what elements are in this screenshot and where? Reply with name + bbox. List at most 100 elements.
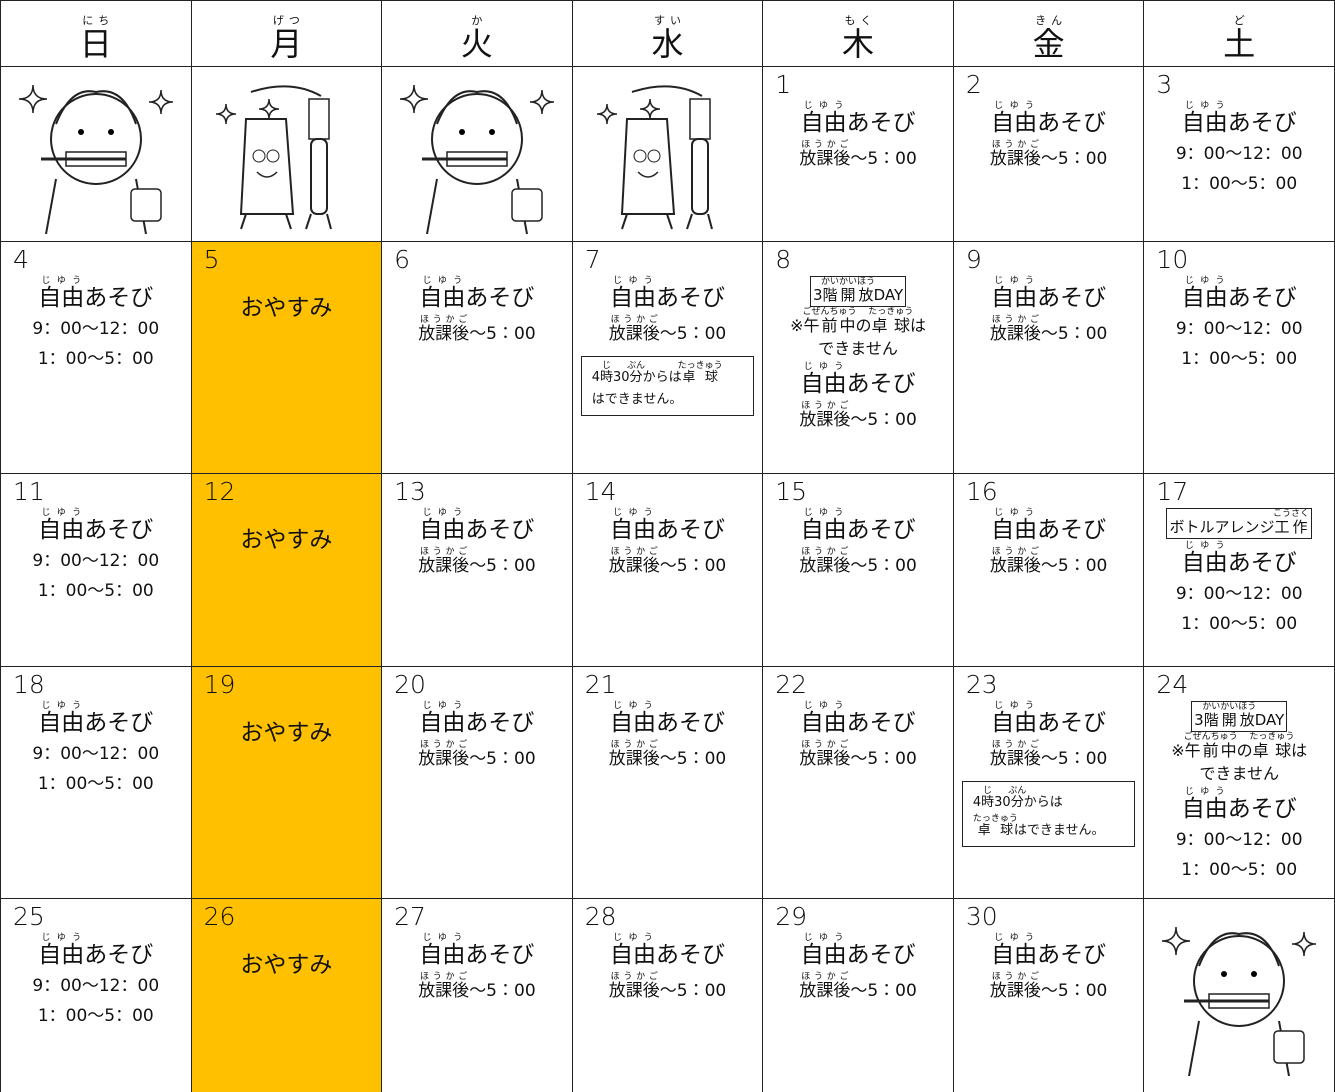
- ruby-base: 放課後: [608, 749, 660, 769]
- text: 30: [613, 369, 630, 385]
- hours-line: 9：00〜12：00: [1, 740, 191, 770]
- day-cell: 6 自由じゆうあそび 放課後ほうかご〜5：00: [382, 242, 573, 474]
- furigana: じゆう: [38, 932, 85, 943]
- text: 〜5：00: [1040, 324, 1108, 344]
- note-line: はできません。: [592, 389, 744, 411]
- activity: 自由じゆうあそび: [763, 101, 953, 141]
- text: 〜5：00: [850, 556, 917, 576]
- day-number: 14: [584, 477, 617, 506]
- text: あそび: [1227, 109, 1297, 136]
- furigana: じゆう: [1181, 540, 1228, 551]
- ruby-word: 自由じゆう: [1182, 101, 1228, 136]
- day-cell: 21 自由じゆうあそび 放課後ほうかご〜5：00: [572, 667, 764, 899]
- event-tag: 3階開放かいかいほうDAY: [1191, 700, 1288, 732]
- tag-wrap: ボトルアレンジ工作こうさく: [1144, 506, 1334, 539]
- day-cell: 12 おやすみ: [191, 474, 383, 667]
- note-line: 卓球たっきゅうはできません。: [973, 814, 1125, 842]
- hours-line: 放課後ほうかご〜5：00: [382, 972, 572, 1007]
- ruby-word: 自由じゆう: [991, 508, 1038, 543]
- text: 9：00〜12：00: [1175, 584, 1303, 604]
- ruby-word: 自由じゆう: [991, 933, 1037, 968]
- ruby-word: 自由じゆう: [610, 276, 656, 311]
- day-cell: 10 自由じゆうあそび 9：00〜12：00 1：00〜5：00: [1144, 242, 1335, 474]
- hours-line: 放課後ほうかご〜5：00: [382, 740, 572, 775]
- furigana: ほうかご: [989, 140, 1041, 150]
- activity: 自由じゆうあそび: [1, 508, 191, 548]
- furigana: ほうかご: [418, 315, 470, 325]
- ruby-base: 工作: [1272, 517, 1309, 536]
- day-number: 17: [1156, 477, 1189, 506]
- text: 1：00〜5：00: [1181, 348, 1298, 369]
- ruby-base: 自由: [991, 516, 1038, 543]
- activity: 自由じゆうあそび: [763, 701, 953, 741]
- ruby-base: 放課後: [418, 981, 470, 1001]
- ruby-base: 放課後: [989, 749, 1041, 769]
- text: あそび: [1037, 284, 1107, 311]
- text: あそび: [846, 370, 916, 397]
- text: あそび: [465, 941, 535, 968]
- text: からは: [642, 369, 682, 385]
- activity: 自由じゆうあそび: [1144, 101, 1334, 141]
- furigana: ほうかご: [989, 972, 1041, 982]
- illustration: [573, 67, 763, 241]
- ruby-word: 自由じゆう: [1182, 787, 1228, 822]
- activity: 自由じゆうあそび: [763, 362, 953, 402]
- text: あそび: [84, 284, 154, 311]
- furigana: じゆう: [800, 700, 847, 711]
- furigana: じゆう: [800, 361, 847, 372]
- ruby-base: 放課後: [989, 324, 1041, 344]
- day-number: 1: [775, 70, 792, 99]
- furigana: ほうかご: [989, 740, 1041, 750]
- activity: 自由じゆうあそび: [382, 508, 572, 548]
- activity: 自由じゆうあそび: [954, 101, 1144, 141]
- furigana: ぷん: [1008, 785, 1027, 796]
- hours-line: 放課後ほうかご〜5：00: [763, 547, 953, 582]
- furigana: ほうかご: [608, 547, 660, 557]
- ruby-word: 階開放かいかいほう: [821, 277, 875, 304]
- note-box: 4時じ30分ぷんからは卓球たっきゅうはできません。: [961, 780, 1136, 847]
- weekday: 水すい: [651, 14, 683, 60]
- text: あそび: [1037, 109, 1107, 136]
- furigana: じゆう: [1181, 100, 1228, 111]
- furigana: ごぜんちゅう: [802, 306, 857, 317]
- weekday: 金きん: [1033, 14, 1065, 60]
- furigana: じゆう: [1181, 786, 1228, 797]
- closed-label: おやすみ: [240, 294, 333, 321]
- furigana: じゆう: [800, 100, 847, 111]
- text: 1：00〜5：00: [37, 1005, 154, 1026]
- hours-line: 9：00〜12：00: [1144, 315, 1334, 345]
- text: あそび: [465, 284, 535, 311]
- furigana: ほうかご: [989, 315, 1041, 325]
- day-cell: 11 自由じゆうあそび 9：00〜12：00 1：00〜5：00: [1, 474, 192, 667]
- text: 〜5：00: [659, 749, 727, 769]
- day-cell: 1 自由じゆうあそび 放課後ほうかご〜5：00: [763, 67, 954, 242]
- text: ボトルアレンジ: [1169, 517, 1275, 536]
- text: の: [1236, 740, 1253, 760]
- activity: 自由じゆうあそび: [954, 508, 1144, 548]
- furigana: たっきゅう: [677, 360, 723, 371]
- tag-wrap: 3階開放かいかいほうDAY: [763, 274, 953, 307]
- day-cell: 25 自由じゆうあそび 9：00〜12：00 1：00〜5：00: [1, 899, 192, 1092]
- furigana: じゆう: [991, 100, 1038, 111]
- day-cell: [382, 67, 573, 242]
- hours-line: 放課後ほうかご〜5：00: [382, 315, 572, 350]
- notice-line: できません: [763, 337, 953, 360]
- day-number: 20: [394, 670, 426, 699]
- text: 〜5：00: [469, 324, 536, 344]
- text: 〜5：00: [469, 981, 536, 1001]
- ruby-word: 自由じゆう: [801, 362, 847, 397]
- text: 〜5：00: [659, 556, 727, 576]
- text: 30: [994, 794, 1011, 810]
- illustration-boy: [18, 84, 173, 234]
- weekday-header: 水すい: [572, 1, 764, 67]
- furigana: じ: [599, 360, 613, 371]
- text: あそび: [1227, 284, 1297, 311]
- weekday-header: 日にち: [1, 1, 192, 67]
- day-number: 21: [584, 670, 617, 699]
- day-number: 18: [13, 670, 45, 699]
- text: 〜5：00: [1040, 556, 1108, 576]
- ruby-word: 自由じゆう: [610, 508, 656, 543]
- ruby-base: 階開放: [1202, 710, 1257, 729]
- text: あそび: [1037, 709, 1107, 736]
- ruby-base: 自由: [419, 284, 466, 311]
